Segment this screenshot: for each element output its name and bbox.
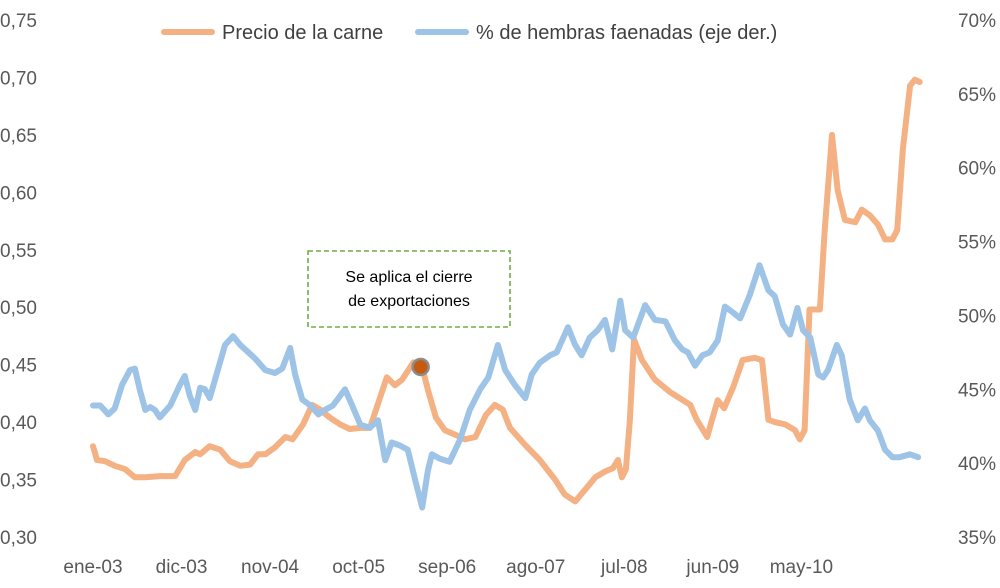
annotation-box bbox=[307, 250, 511, 328]
x-tick-label: may-10 bbox=[770, 557, 833, 578]
x-tick-label: sep-06 bbox=[418, 557, 476, 578]
series-layer bbox=[90, 76, 923, 511]
legend-label-hembras: % de hembras faenadas (eje der.) bbox=[476, 22, 777, 44]
x-tick-label: nov-04 bbox=[241, 557, 300, 578]
annotation-callout: Se aplica el cierre de exportaciones bbox=[307, 250, 511, 328]
legend: Precio de la carne % de hembras faenadas… bbox=[161, 22, 777, 44]
left-tick-label: 0,55 bbox=[0, 241, 37, 262]
right-tick-label: 50% bbox=[958, 306, 996, 327]
right-tick-label: 45% bbox=[958, 380, 996, 401]
right-tick-label: 40% bbox=[958, 454, 996, 475]
left-tick-label: 0,30 bbox=[0, 528, 37, 549]
series-line-hembras bbox=[90, 262, 922, 511]
x-tick-label: dic-03 bbox=[156, 557, 208, 578]
right-tick-label: 55% bbox=[958, 233, 996, 254]
legend-label-precio: Precio de la carne bbox=[222, 22, 383, 44]
annotation-line-1: Se aplica el cierre bbox=[345, 269, 472, 286]
right-axis-ticks: 35% 40% 45% 50% 55% 60% 65% 70% bbox=[958, 11, 996, 549]
x-tick-label: ago-07 bbox=[506, 557, 565, 578]
annotation-line-2: de exportaciones bbox=[348, 293, 470, 310]
left-tick-label: 0,35 bbox=[0, 471, 37, 492]
x-axis-ticks: ene-03 dic-03 nov-04 oct-05 sep-06 ago-07 jul-… bbox=[63, 557, 833, 578]
left-tick-label: 0,60 bbox=[0, 183, 37, 204]
x-tick-label: ene-03 bbox=[63, 557, 122, 578]
left-tick-label: 0,40 bbox=[0, 413, 37, 434]
left-tick-label: 0,50 bbox=[0, 298, 37, 319]
right-tick-label: 60% bbox=[958, 159, 996, 180]
left-tick-label: 0,45 bbox=[0, 356, 37, 377]
right-tick-label: 70% bbox=[958, 11, 996, 32]
x-tick-label: jun-09 bbox=[685, 557, 739, 578]
left-tick-label: 0,75 bbox=[0, 11, 37, 32]
right-tick-label: 35% bbox=[958, 528, 996, 549]
x-tick-label: oct-05 bbox=[332, 557, 385, 578]
left-tick-label: 0,65 bbox=[0, 126, 37, 147]
left-tick-label: 0,70 bbox=[0, 68, 37, 89]
left-axis-ticks: 0,30 0,35 0,40 0,45 0,50 0,55 0,60 0,65 0,70 0,75 bbox=[0, 11, 37, 549]
right-tick-label: 65% bbox=[958, 85, 996, 106]
series-line-precio bbox=[90, 76, 923, 505]
x-tick-label: jul-08 bbox=[600, 557, 647, 578]
annotation-marker bbox=[411, 357, 430, 377]
